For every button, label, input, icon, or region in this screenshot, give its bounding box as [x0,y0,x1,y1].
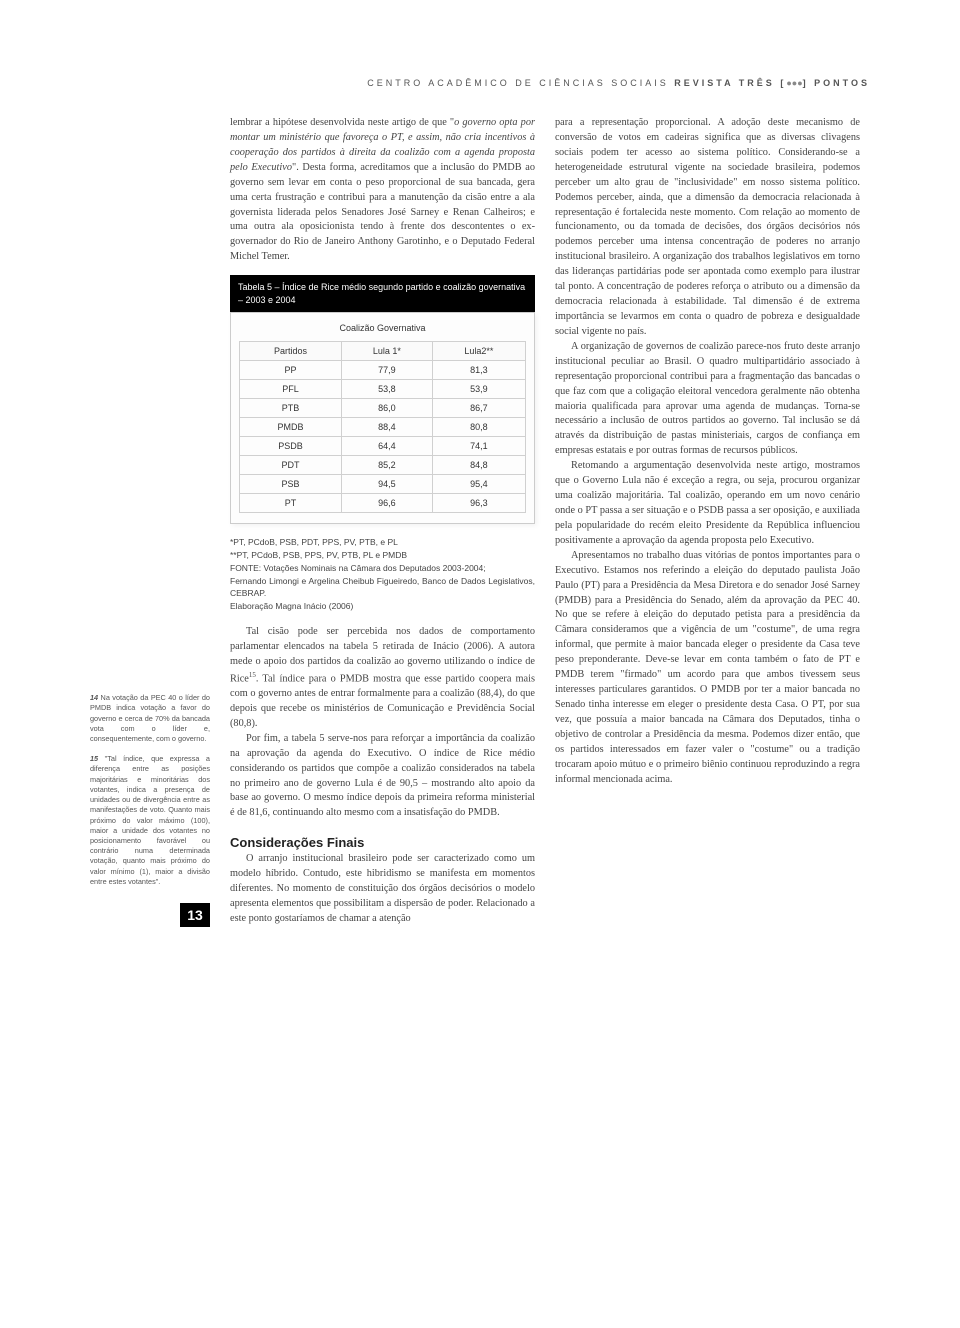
table-cell: 64,4 [341,437,432,456]
mid-body2: Tal cisão pode ser percebida nos dados d… [230,625,535,821]
page-header: CENTRO ACADÊMICO DE CIÊNCIAS SOCIAIS REV… [90,78,870,88]
table-row: PT96,696,3 [240,494,526,513]
table-cell: PDT [240,456,342,475]
table-row: PSB94,595,4 [240,475,526,494]
table-row: PP77,981,3 [240,361,526,380]
table-fn4: Fernando Limongi e Argelina Cheibub Figu… [230,575,535,601]
table-cell: PSB [240,475,342,494]
table-header-cell: Lula 1* [341,342,432,361]
table5-title: Coalizão Governativa [239,323,526,333]
header-dots: ●●● [786,78,802,88]
table-cell: 80,8 [432,418,525,437]
page-number: 13 [180,903,210,927]
content-columns: 14 Na votação da PEC 40 o líder do PMDB … [90,116,870,927]
right-para3: Retomando a argumentação desenvolvida ne… [555,459,860,549]
right-para2: A organização de governos de coalizão pa… [555,340,860,459]
right-column: para a representação proporcional. A ado… [555,116,860,927]
table-header-cell: Partidos [240,342,342,361]
table-cell: 77,9 [341,361,432,380]
table-cell: 86,0 [341,399,432,418]
mid-para2-sup: 15 [249,671,256,679]
table5: PartidosLula 1*Lula2** PP77,981,3PFL53,8… [239,341,526,513]
footnote-14-text: Na votação da PEC 40 o líder do PMDB ind… [90,693,210,743]
table-row: PSDB64,474,1 [240,437,526,456]
table-cell: PMDB [240,418,342,437]
mid-para4: O arranjo institucional brasileiro pode … [230,852,535,927]
table-cell: PTB [240,399,342,418]
table-cell: 74,1 [432,437,525,456]
mid-body3: O arranjo institucional brasileiro pode … [230,852,535,927]
left-margin-column: 14 Na votação da PEC 40 o líder do PMDB … [90,116,210,927]
right-body: para a representação proporcional. A ado… [555,116,860,787]
right-para1: para a representação proporcional. A ado… [555,116,860,340]
table-cell: 53,9 [432,380,525,399]
header-title2: PONTOS [814,78,870,88]
footnote-15-text: "Tal índice, que expressa a diferença en… [90,754,210,885]
header-bracket-close: ] [803,78,809,88]
header-left: CENTRO ACADÊMICO DE CIÊNCIAS SOCIAIS [367,78,669,88]
table-fn5: Elaboração Magna Inácio (2006) [230,600,535,613]
mid-body: lembrar a hipótese desenvolvida neste ar… [230,116,535,265]
table5-footnotes: *PT, PCdoB, PSB, PDT, PPS, PV, PTB, e PL… [230,536,535,613]
header-title1: REVISTA TRÊS [674,78,775,88]
table-cell: PT [240,494,342,513]
table-cell: 96,3 [432,494,525,513]
table-cell: PSDB [240,437,342,456]
table-cell: 95,4 [432,475,525,494]
table-cell: 85,2 [341,456,432,475]
table-fn1: *PT, PCdoB, PSB, PDT, PPS, PV, PTB, e PL [230,536,535,549]
table-row: PTB86,086,7 [240,399,526,418]
table-cell: 96,6 [341,494,432,513]
table-header-cell: Lula2** [432,342,525,361]
table5-caption: Tabela 5 – Índice de Rice médio segundo … [230,275,535,312]
mid-para1: lembrar a hipótese desenvolvida neste ar… [230,116,535,265]
mid-para2: Tal cisão pode ser percebida nos dados d… [230,625,535,732]
table-fn2: **PT, PCdoB, PSB, PPS, PV, PTB, PL e PMD… [230,549,535,562]
mid-para1b: ". Desta forma, acreditamos que a inclus… [230,162,535,263]
table-cell: 81,3 [432,361,525,380]
table5-wrap: Coalizão Governativa PartidosLula 1*Lula… [230,312,535,524]
mid-para1a: lembrar a hipótese desenvolvida neste ar… [230,117,454,128]
section-heading: Considerações Finais [230,835,535,850]
footnote-15: 15 "Tal índice, que expressa a diferença… [90,754,210,887]
table-cell: PFL [240,380,342,399]
footnote-14: 14 Na votação da PEC 40 o líder do PMDB … [90,693,210,744]
mid-para3: Por fim, a tabela 5 serve-nos para refor… [230,732,535,822]
table-cell: 84,8 [432,456,525,475]
mid-para2b: . Tal índice para o PMDB mostra que esse… [230,673,535,729]
table-row: PMDB88,480,8 [240,418,526,437]
footnote-15-num: 15 [90,754,98,763]
right-para4: Apresentamos no trabalho duas vitórias d… [555,549,860,788]
table-cell: 53,8 [341,380,432,399]
footnote-14-num: 14 [90,693,98,702]
table-fn3: FONTE: Votações Nominais na Câmara dos D… [230,562,535,575]
table-cell: 86,7 [432,399,525,418]
table-cell: 94,5 [341,475,432,494]
table-cell: 88,4 [341,418,432,437]
table-row: PFL53,853,9 [240,380,526,399]
table-row: PDT85,284,8 [240,456,526,475]
table-cell: PP [240,361,342,380]
middle-column: lembrar a hipótese desenvolvida neste ar… [230,116,535,927]
